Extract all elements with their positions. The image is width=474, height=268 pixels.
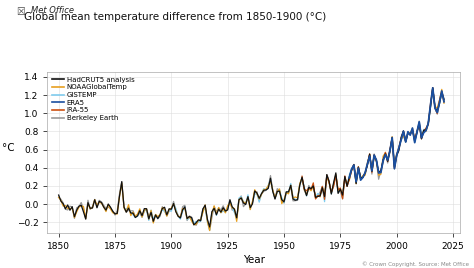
Text: ☒: ☒ xyxy=(17,7,25,17)
X-axis label: Year: Year xyxy=(243,255,264,265)
Y-axis label: °C: °C xyxy=(2,143,15,153)
Text: Met Office: Met Office xyxy=(31,6,74,15)
Text: © Crown Copyright. Source: Met Office: © Crown Copyright. Source: Met Office xyxy=(362,261,469,267)
Legend: HadCRUT5 analysis, NOAAGlobalTemp, GISTEMP, ERA5, JRA-55, Berkeley Earth: HadCRUT5 analysis, NOAAGlobalTemp, GISTE… xyxy=(49,75,137,123)
Text: Global mean temperature difference from 1850-1900 (°C): Global mean temperature difference from … xyxy=(24,12,326,22)
